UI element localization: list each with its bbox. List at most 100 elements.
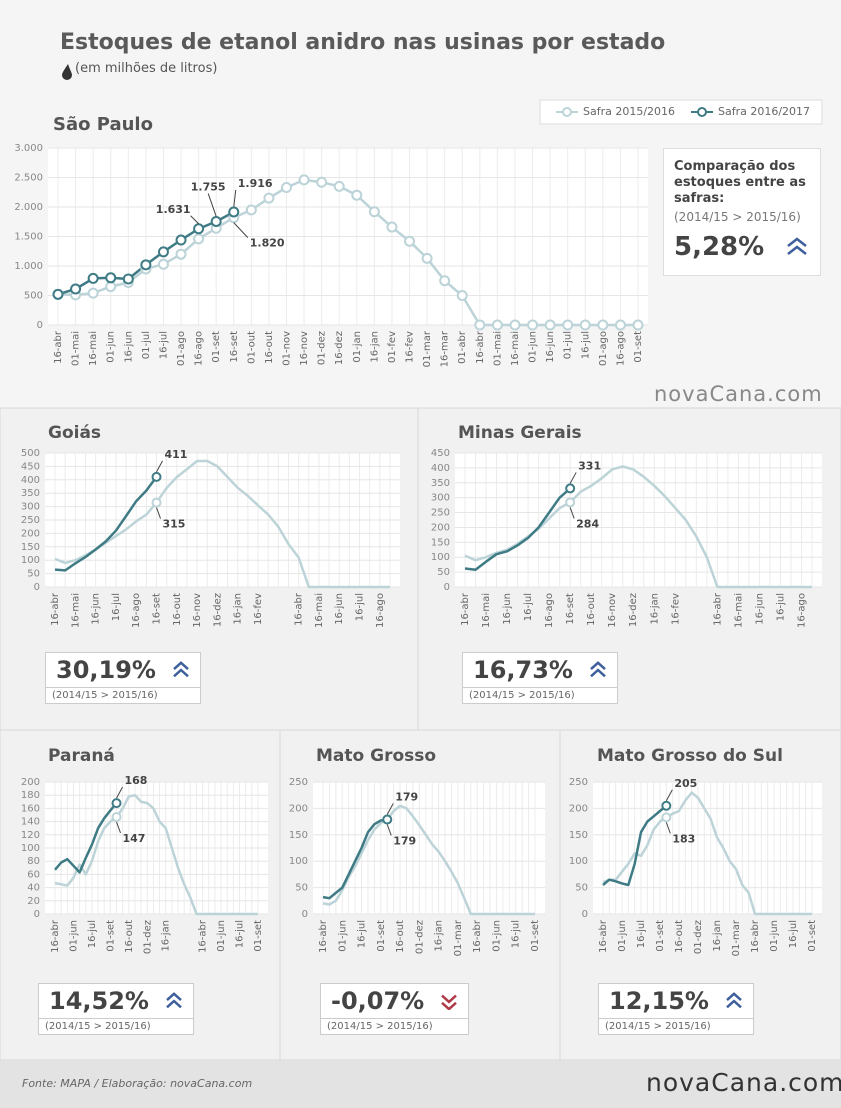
x-tick-label: 01-dez [693, 920, 704, 954]
chevron [726, 999, 742, 1009]
x-tick-label: 16-abr [50, 592, 61, 626]
comparison-value: 5,28% [674, 232, 765, 262]
legend-swatch-marker [562, 107, 572, 117]
y-tick-label: 50 [575, 883, 588, 894]
comparison-note: (2014/15 > 2015/16) [320, 1019, 470, 1035]
x-tick-label: 01-mar [731, 919, 742, 956]
point-marker [527, 319, 539, 331]
x-tick-label: 16-jul [511, 920, 522, 948]
chevron [166, 992, 182, 1002]
y-tick-label: 0 [37, 320, 43, 331]
label-leader [190, 215, 199, 225]
point-marker [228, 206, 240, 218]
x-tick-label: 16-jun [502, 593, 513, 625]
x-tick-label: 16-abr [294, 592, 305, 626]
point-marker [509, 319, 521, 331]
x-tick-label: 16-out [586, 593, 597, 626]
y-tick-label: 0 [444, 582, 450, 593]
comparison-value: 30,19% [56, 656, 156, 684]
trend-icon [173, 661, 189, 678]
x-tick-label: 16-jun [334, 593, 345, 625]
y-tick-label: 400 [21, 475, 40, 486]
point-marker [368, 206, 380, 218]
y-tick-label: 60 [27, 869, 40, 880]
point-marker [210, 215, 222, 227]
x-tick-label: 01-mai [492, 331, 503, 366]
source: Fonte: MAPA / Elaboração: novaCana.com [22, 1077, 253, 1090]
data-label: 147 [123, 832, 146, 845]
label-leader [156, 507, 161, 519]
label-leader [569, 472, 577, 484]
label-leader [386, 824, 392, 836]
point-marker [614, 319, 626, 331]
x-tick-label: 16-set [152, 593, 163, 625]
x-tick-label: 01-jun [106, 331, 117, 363]
y-tick-label: 200 [569, 803, 588, 814]
data-label: 1.916 [238, 177, 273, 190]
x-tick-label: 16-out [172, 593, 183, 626]
x-tick-label: 16-mai [510, 331, 521, 366]
chevron [787, 245, 807, 255]
data-label: 179 [393, 834, 416, 847]
y-tick-label: 150 [569, 830, 588, 841]
y-tick-label: 300 [431, 493, 450, 504]
x-tick-label: 01-dez [414, 920, 425, 954]
comparison: 30,19% (2014/15 > 2015/16) [45, 652, 201, 704]
x-tick-label: 01-set [105, 920, 116, 952]
x-tick-label: 16-set [229, 331, 240, 363]
x-tick-label: 16-ago [375, 593, 386, 628]
y-tick-label: 350 [21, 488, 40, 499]
x-tick-label: 16-jan [233, 593, 244, 625]
chevron [590, 661, 606, 671]
x-tick-label: 16-nov [607, 593, 618, 628]
brand: novaCana.com [654, 382, 823, 406]
chart-title: Goiás [48, 423, 101, 443]
x-tick-label: 16-jul [523, 593, 534, 621]
y-tick-label: 150 [21, 542, 40, 553]
series-line [54, 476, 158, 572]
label-leader [233, 222, 249, 238]
legend-box [539, 99, 823, 125]
point-marker [87, 272, 99, 284]
chart-title: Mato Grosso do Sul [597, 746, 783, 766]
comparison-box: 12,15% [598, 983, 754, 1019]
point-marker [280, 182, 292, 194]
brand: novaCana.com [646, 1068, 841, 1097]
label-leader [569, 507, 575, 519]
x-tick-label: 01-abr [457, 330, 468, 364]
x-tick-label: 01-jun [216, 920, 227, 952]
series-line [322, 818, 388, 900]
comparison-box: 16,73% [462, 652, 618, 688]
legend-label: Safra 2015/2016 [583, 105, 675, 118]
x-tick-label: 16-mai [88, 331, 99, 366]
data-label: 1.755 [191, 180, 226, 193]
chevron [441, 994, 458, 1004]
comparison-value: 12,15% [609, 987, 709, 1015]
data-label: 284 [576, 517, 599, 530]
x-tick-label: 16-out [674, 920, 685, 953]
x-tick-label: 01-dez [317, 331, 328, 365]
x-tick-label: 01-ago [176, 331, 187, 366]
series-line [54, 459, 390, 589]
y-tick-label: 140 [21, 817, 40, 828]
point-marker [661, 800, 672, 811]
data-label: 179 [395, 790, 418, 803]
x-tick-label: 01-jul [563, 331, 574, 359]
x-tick-label: 16-jan [434, 920, 445, 952]
chevron [441, 1001, 458, 1010]
series-line [464, 487, 572, 571]
point-marker [157, 246, 169, 258]
x-tick-label: 16-jul [158, 331, 169, 359]
point-marker [175, 248, 187, 260]
series-line [602, 791, 812, 916]
point-marker [175, 234, 187, 246]
y-tick-label: 500 [24, 291, 43, 302]
trend-icon [166, 992, 182, 1009]
point-marker [439, 275, 451, 287]
point-marker [111, 811, 122, 822]
comparison-note: (2014/15 > 2015/16) [674, 210, 801, 224]
comparison: 14,52% (2014/15 > 2015/16) [38, 983, 194, 1035]
y-tick-label: 40 [27, 883, 40, 894]
point-marker [579, 319, 591, 331]
y-tick-label: 100 [21, 555, 40, 566]
